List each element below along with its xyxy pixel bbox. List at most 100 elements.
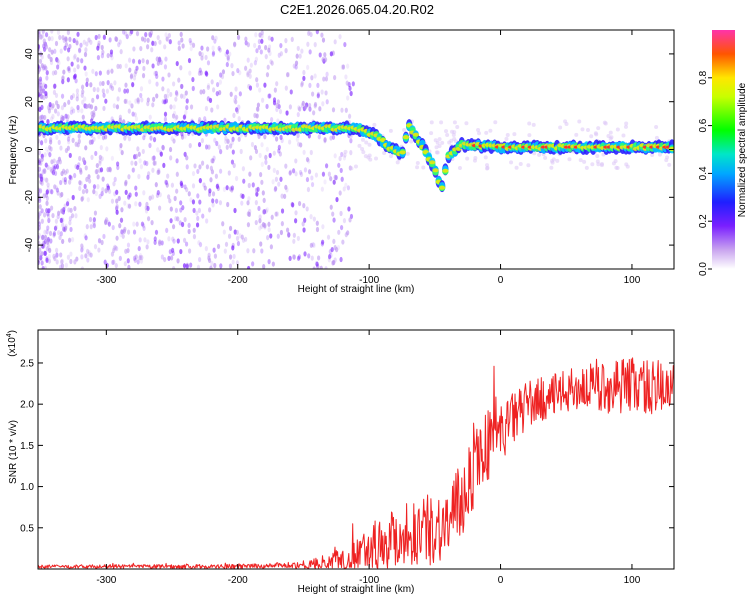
speckle-mark — [161, 76, 165, 82]
speckle-mark — [58, 234, 62, 241]
speckle-mark — [343, 41, 347, 48]
speckle-mark — [195, 222, 200, 228]
speckle-mark — [224, 241, 229, 247]
speckle-mark — [55, 252, 59, 258]
speckle-mark — [76, 57, 80, 63]
speckle-mark — [316, 93, 320, 99]
speckle-mark — [238, 70, 242, 76]
speckle-mark — [234, 99, 238, 105]
speckle-mark — [159, 151, 163, 157]
speckle-mark — [146, 239, 150, 245]
speckle-mark — [277, 181, 281, 187]
speckle-mark — [43, 234, 48, 241]
speckle-mark — [269, 244, 273, 250]
speckle-mark — [290, 36, 294, 43]
speckle-mark — [49, 146, 53, 152]
speckle-mark — [51, 170, 56, 176]
speckle-mark — [65, 168, 69, 174]
speckle-mark — [54, 218, 58, 224]
colorbar-ticks: 0.0 0.2 0.4 0.6 0.8 — [698, 70, 712, 276]
speckle-mark — [532, 151, 537, 156]
speckle-mark — [74, 141, 78, 147]
speckle-mark — [128, 57, 132, 63]
speckle-mark — [315, 226, 320, 233]
speckle-mark — [332, 217, 336, 223]
speckle-mark — [42, 38, 46, 44]
speckle-mark — [46, 182, 50, 188]
speckle-mark — [340, 176, 344, 182]
speckle-mark — [189, 262, 193, 268]
speckle-mark — [248, 85, 253, 91]
speckle-mark — [61, 75, 65, 81]
speckle-mark — [56, 64, 60, 70]
speckle-mark — [52, 231, 57, 237]
speckle-mark — [115, 235, 119, 241]
speckle-mark — [215, 140, 219, 147]
speckle-mark — [374, 156, 379, 161]
speckle-mark — [272, 150, 276, 156]
speckle-mark — [240, 200, 244, 206]
speckle-mark — [89, 39, 93, 45]
speckle-mark — [150, 47, 154, 53]
speckle-mark — [305, 206, 309, 212]
speckle-mark — [38, 45, 41, 51]
speckle-mark — [96, 54, 101, 61]
speckle-mark — [127, 174, 131, 180]
speckle-mark — [80, 247, 84, 253]
speckle-mark — [100, 53, 104, 59]
speckle-mark — [47, 108, 52, 114]
speckle-mark — [39, 140, 44, 146]
colorbar-tick-label: 0.0 — [698, 262, 709, 276]
speckle-mark — [83, 65, 87, 71]
speckle-mark — [208, 97, 213, 103]
speckle-mark — [44, 83, 48, 89]
speckle-mark — [105, 146, 109, 152]
speckle-mark — [261, 97, 265, 103]
speckle-mark — [97, 134, 101, 140]
speckle-mark — [110, 85, 115, 92]
speckle-mark — [117, 42, 121, 48]
speckle-mark — [146, 205, 150, 212]
speckle-mark — [111, 259, 115, 266]
speckle-mark — [329, 51, 333, 57]
speckle-mark — [254, 200, 258, 206]
speckle-mark — [48, 105, 52, 111]
speckle-mark — [258, 218, 262, 224]
speckle-mark — [116, 161, 120, 167]
speckle-mark — [323, 57, 328, 63]
speckle-mark — [41, 266, 45, 269]
speckle-mark — [344, 74, 348, 80]
colorbar-gradient — [712, 30, 735, 269]
speckle-mark — [297, 105, 301, 111]
speckle-mark — [225, 49, 230, 55]
speckle-mark — [212, 155, 216, 161]
speckle-mark — [255, 106, 260, 112]
speckle-mark — [514, 165, 519, 170]
speckle-mark — [255, 191, 259, 197]
speckle-mark — [134, 153, 138, 160]
speckle-mark — [253, 144, 258, 151]
speckle-mark — [477, 131, 482, 136]
speckle-mark — [80, 243, 84, 249]
ridge-mark — [399, 150, 406, 155]
speckle-mark — [219, 263, 223, 269]
speckle-mark — [97, 40, 101, 46]
speckle-mark — [57, 139, 61, 145]
speckle-mark — [284, 85, 288, 91]
speckle-mark — [292, 63, 296, 69]
speckle-mark — [228, 225, 233, 231]
speckle-mark — [147, 171, 151, 177]
speckle-mark — [46, 225, 50, 231]
speckle-mark — [180, 83, 184, 90]
speckle-mark — [50, 189, 54, 195]
speckle-mark — [74, 38, 79, 44]
speckle-mark — [256, 106, 260, 112]
speckle-mark — [262, 209, 266, 215]
speckle-mark — [43, 250, 48, 257]
speckle-mark — [302, 227, 306, 233]
speckle-mark — [167, 236, 171, 242]
speckle-mark — [163, 64, 168, 70]
speckle-mark — [119, 142, 123, 149]
speckle-mark — [49, 238, 53, 244]
speckle-mark — [558, 125, 563, 130]
